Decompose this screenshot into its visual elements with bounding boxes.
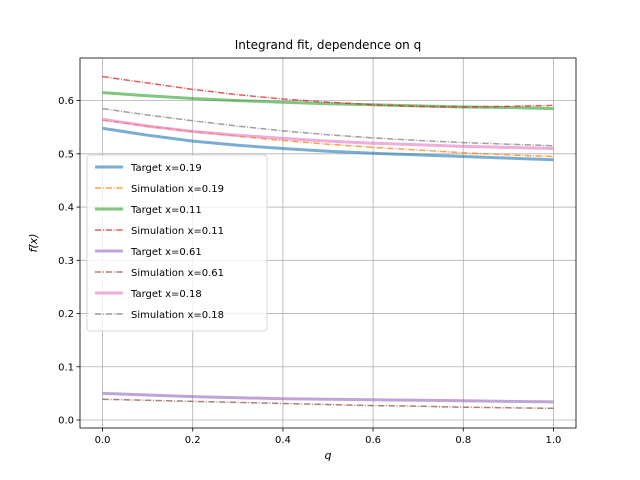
x-tick-label: 1.0 (546, 435, 562, 446)
legend: Target x=0.19 Simulation x=0.19 Target x=0… (86, 154, 268, 332)
x-tick-label: 0.8 (455, 435, 471, 446)
y-tick-label: 0.1 (58, 362, 74, 373)
y-tick-label: 0.2 (58, 309, 74, 320)
x-axis-title: q (325, 449, 332, 462)
y-tick-label: 0.3 (58, 256, 74, 267)
legend-label-3: Target x=0.11 (130, 205, 202, 216)
series-line-5 (102, 391, 554, 404)
x-tick-label: 0.6 (365, 435, 381, 446)
series-lines (102, 75, 554, 410)
y-tick-label: 0.6 (58, 96, 74, 107)
x-tick-label: 0.2 (185, 435, 201, 446)
series-line-7 (102, 117, 554, 150)
series-line-3 (102, 91, 554, 111)
series-line-4 (102, 75, 554, 108)
x-tick-label: 0.0 (95, 435, 111, 446)
legend-box (86, 154, 268, 332)
series-line-6 (102, 398, 554, 410)
y-tick-label: 0.4 (58, 203, 74, 214)
legend-label-2: Simulation x=0.19 (131, 184, 224, 195)
legend-label-4: Simulation x=0.11 (131, 226, 224, 237)
series-line-1 (102, 126, 554, 162)
series-line-8 (102, 107, 554, 147)
legend-label-7: Target x=0.18 (130, 289, 202, 300)
x-tick-label: 0.4 (275, 435, 291, 446)
legend-label-8: Simulation x=0.18 (131, 310, 224, 321)
y-tick-label: 0.5 (58, 149, 74, 160)
plot-area-frame (79, 57, 577, 429)
y-axis-title: f(⃗x) (27, 234, 40, 253)
axis-ticks: 0.0 0.2 0.4 0.6 0.8 1.0 0.0 0.1 0.2 0.3 0.4 0.5 0.6 (58, 96, 561, 446)
legend-label-5: Target x=0.61 (130, 247, 202, 258)
y-tick-label: 0.0 (58, 416, 74, 427)
chart-title: Integrand fit, dependence on q (235, 38, 421, 52)
legend-label-1: Target x=0.19 (130, 163, 202, 174)
legend-label-6: Simulation x=0.61 (131, 268, 224, 279)
